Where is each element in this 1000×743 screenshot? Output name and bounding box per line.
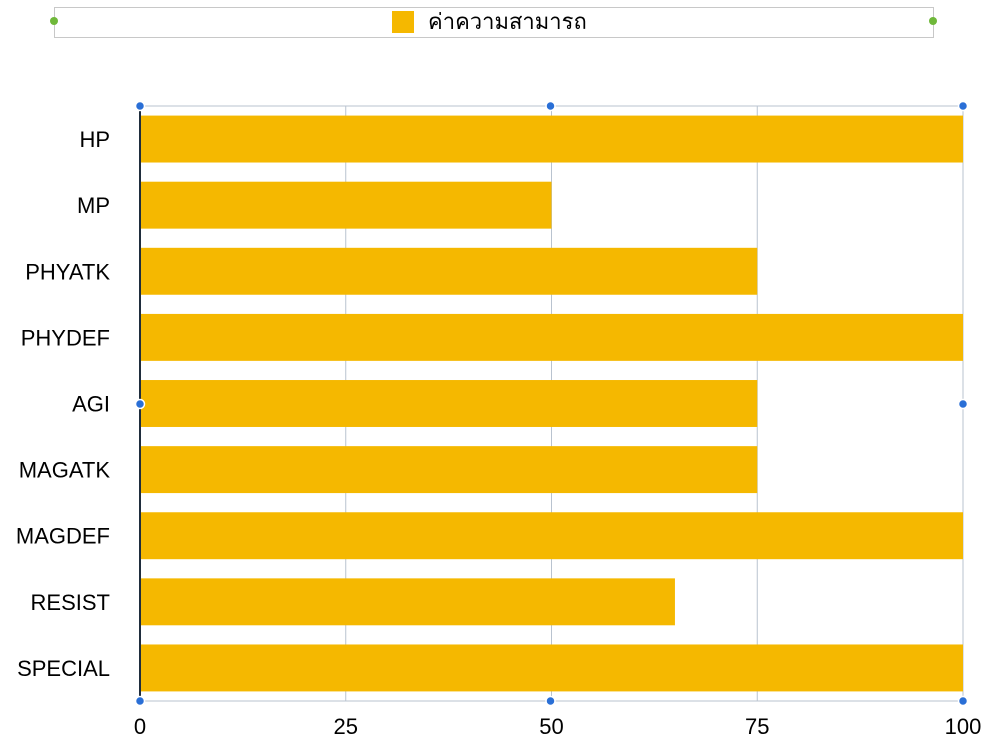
category-label-magdef: MAGDEF	[16, 524, 110, 549]
category-label-mp: MP	[77, 193, 110, 218]
category-label-phyatk: PHYATK	[25, 259, 110, 284]
legend-resize-handle-left[interactable]	[50, 17, 58, 25]
category-label-agi: AGI	[72, 392, 110, 417]
bar-magdef[interactable]	[140, 512, 963, 560]
selection-handle-bottom-middle[interactable]	[545, 695, 556, 707]
x-tick-label-75: 75	[745, 714, 769, 739]
category-label-magatk: MAGATK	[19, 458, 111, 483]
bar-mp[interactable]	[140, 181, 552, 229]
bar-phyatk[interactable]	[140, 247, 758, 295]
category-label-hp: HP	[79, 127, 110, 152]
selection-handle-bottom-left[interactable]	[134, 695, 146, 707]
selection-handle-top-middle[interactable]	[545, 100, 556, 112]
legend-swatch	[392, 11, 414, 33]
x-tick-label-25: 25	[334, 714, 358, 739]
selection-handle-middle-left[interactable]	[134, 398, 146, 410]
bar-resist[interactable]	[140, 578, 675, 626]
bar-special[interactable]	[140, 644, 963, 692]
bar-agi[interactable]	[140, 380, 758, 427]
category-label-resist: RESIST	[31, 590, 110, 615]
legend-label: ค่าความสามารถ	[428, 10, 587, 35]
selection-handle-top-left[interactable]	[134, 100, 146, 112]
bar-phydef[interactable]	[140, 313, 963, 361]
category-label-phydef: PHYDEF	[21, 325, 110, 350]
selection-handle-middle-right[interactable]	[957, 398, 969, 410]
legend-resize-handle-right[interactable]	[929, 17, 937, 25]
bar-hp[interactable]	[140, 115, 963, 163]
category-label-special: SPECIAL	[17, 656, 110, 681]
selection-handle-top-right[interactable]	[957, 100, 969, 112]
x-tick-label-0: 0	[134, 714, 146, 739]
x-tick-label-100: 100	[945, 714, 982, 739]
selection-handle-bottom-right[interactable]	[957, 695, 969, 707]
x-tick-label-50: 50	[539, 714, 563, 739]
bar-magatk[interactable]	[140, 446, 758, 494]
